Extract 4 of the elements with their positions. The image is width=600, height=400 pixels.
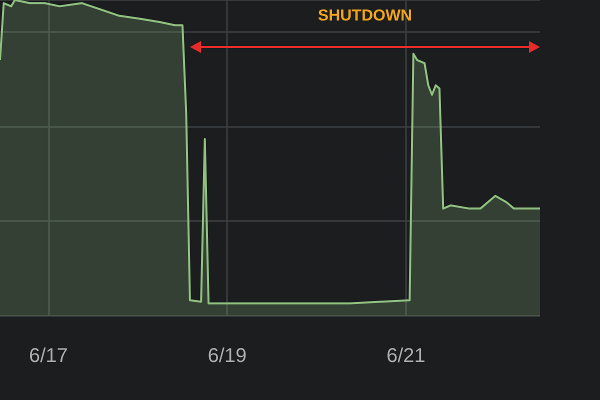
x-tick-label: 6/21	[386, 345, 426, 367]
x-tick-label: 6/17	[28, 345, 68, 367]
x-tick-label: 6/19	[208, 345, 247, 367]
annotation: SHUTDOWN	[318, 8, 412, 24]
